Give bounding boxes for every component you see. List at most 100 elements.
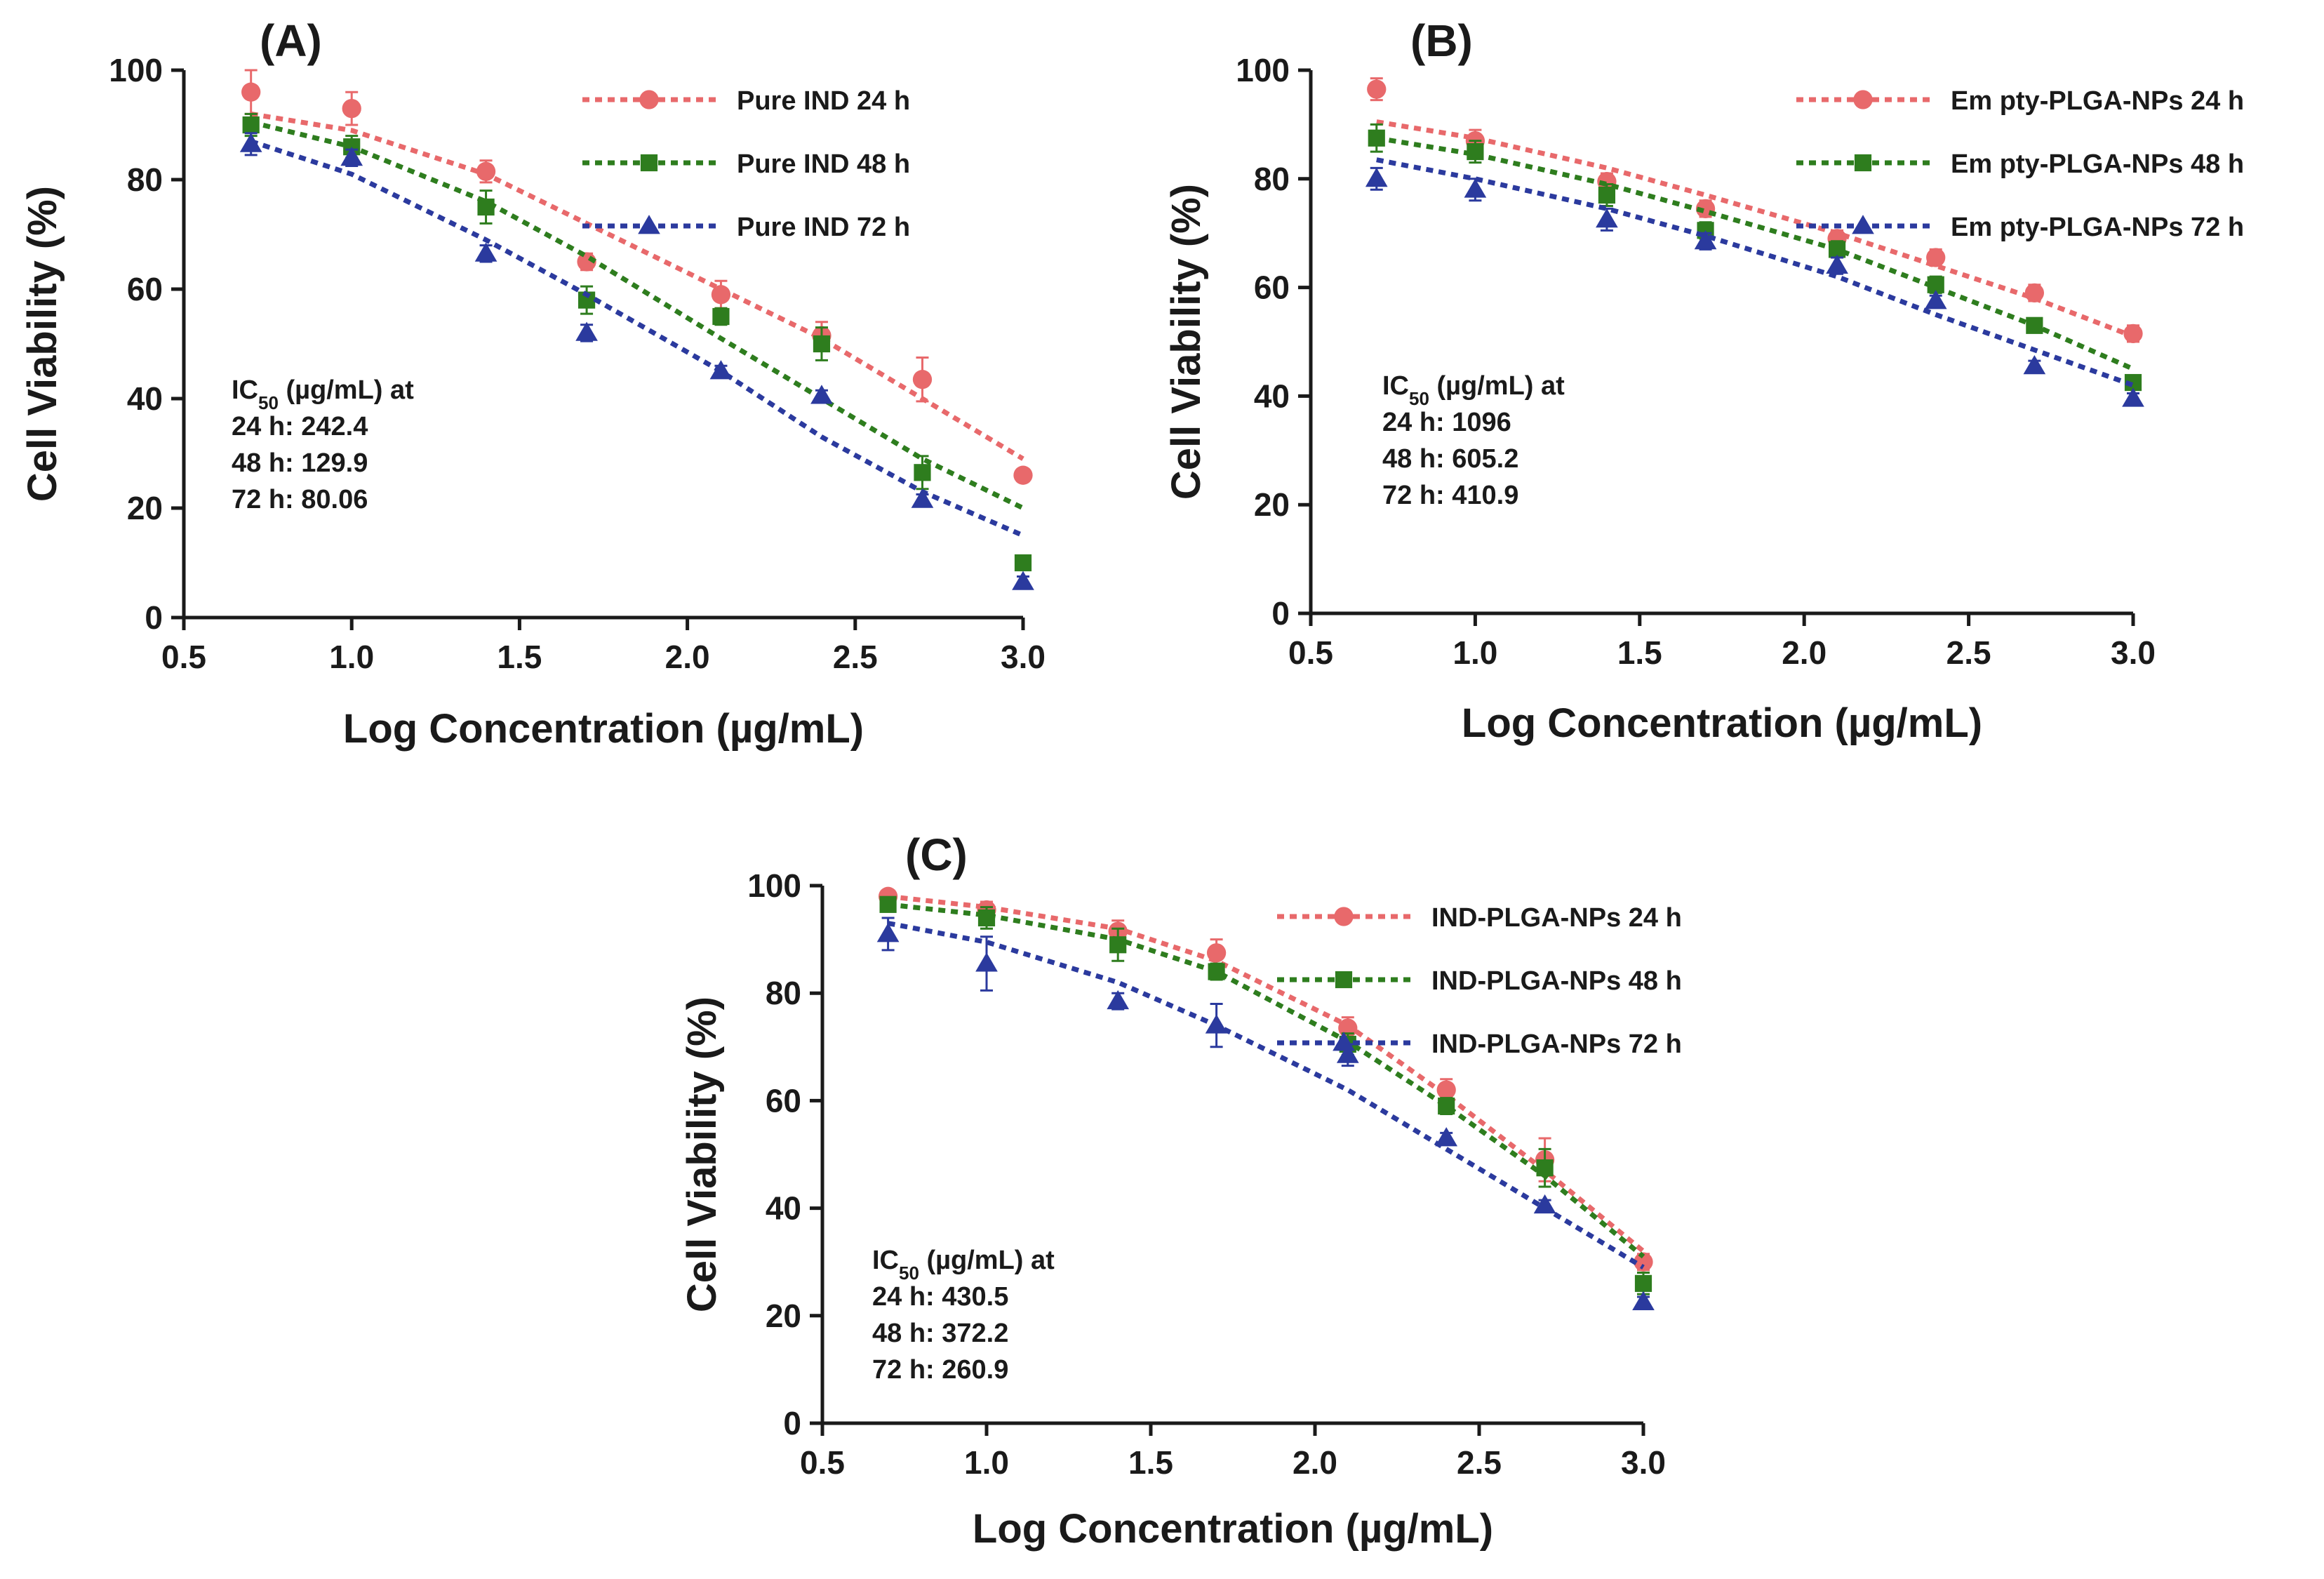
data-point: [1014, 554, 1032, 572]
legend-swatch-marker: [638, 215, 660, 234]
x-axis-title: Log Concentration (µg/mL): [1462, 700, 1982, 746]
ic50-line: 48 h: 372.2: [872, 1319, 1008, 1348]
data-point: [876, 923, 900, 942]
data-point: [712, 307, 730, 326]
legend: Em pty-PLGA-NPs 24 h Em pty-PLGA-NPs 48 h…: [1796, 86, 2244, 242]
y-tick-label: 0: [1271, 595, 1290, 632]
y-axis-title: Cell Viability (%): [20, 186, 65, 502]
y-tick-label: 100: [747, 867, 801, 904]
data-point: [1634, 1252, 1653, 1272]
x-tick-label: 1.5: [497, 639, 542, 675]
legend-label: IND-PLGA-NPs 24 h: [1431, 903, 1682, 933]
data-point: [1694, 229, 1717, 250]
fit-curve: [1376, 119, 2135, 339]
x-tick-label: 3.0: [1001, 639, 1046, 675]
x-tick-label: 3.0: [1621, 1444, 1666, 1481]
data-point: [1924, 290, 1947, 309]
fit-curve: [251, 111, 1024, 461]
y-tick-label: 40: [766, 1190, 801, 1227]
series-3: [876, 917, 1655, 1311]
legend-label: Em pty-PLGA-NPs 24 h: [1951, 86, 2244, 116]
legend-label: Pure IND 24 h: [737, 86, 910, 116]
ic50-line: 72 h: 260.9: [872, 1355, 1008, 1385]
data-point: [1634, 1274, 1652, 1292]
x-tick-label: 2.0: [1293, 1444, 1337, 1481]
data-point: [476, 161, 496, 181]
data-point: [1467, 143, 1484, 161]
data-point: [1368, 129, 1385, 147]
ic50-line: 48 h: 129.9: [232, 448, 368, 478]
data-point: [241, 82, 261, 102]
data-point: [340, 146, 363, 166]
ic50-title-rest: (µg/mL) at: [919, 1246, 1055, 1275]
panel-a: (A) 0 20 40 60 80 100 0.5 1.0 1.5 2.0 2.5 3.0 Log Con…: [20, 15, 1046, 752]
data-point: [711, 285, 731, 305]
legend-label: Em pty-PLGA-NPs 48 h: [1951, 149, 2244, 179]
ic50-title: IC50 (µg/mL) at: [872, 1246, 1055, 1284]
data-point: [1536, 1159, 1554, 1177]
data-point: [1208, 963, 1225, 980]
legend: Pure IND 24 h Pure IND 48 h Pure IND 72 h: [582, 86, 910, 242]
data-point: [975, 952, 998, 972]
data-point: [1013, 465, 1033, 485]
data-point: [2122, 387, 2144, 407]
ic50-line: 24 h: 430.5: [872, 1282, 1008, 1312]
data-point: [1012, 571, 1034, 590]
y-tick-label: 80: [766, 975, 801, 1011]
data-point: [1826, 254, 1848, 274]
legend-swatch-marker: [640, 154, 658, 172]
data-point: [912, 370, 933, 389]
legend-label: IND-PLGA-NPs 72 h: [1431, 1030, 1682, 1059]
data-point: [342, 98, 361, 119]
data-point: [1367, 79, 1387, 99]
x-tick-label: 0.5: [1288, 634, 1333, 671]
x-tick-label: 1.0: [1452, 634, 1497, 671]
legend-label: IND-PLGA-NPs 48 h: [1431, 966, 1682, 996]
panel-label: (A): [260, 15, 322, 66]
data-point: [1206, 943, 1227, 963]
ic50-line: 24 h: 242.4: [232, 412, 368, 441]
ic50-line: 24 h: 1096: [1382, 408, 1511, 437]
data-point: [1365, 167, 1388, 187]
data-point: [1533, 1194, 1556, 1214]
data-point: [1435, 1127, 1458, 1147]
y-tick-label: 100: [1236, 52, 1290, 88]
y-tick-label: 20: [1254, 486, 1290, 523]
series-2: [1368, 123, 2142, 392]
data-point: [2024, 283, 2045, 302]
x-tick-label: 2.5: [1457, 1444, 1502, 1481]
x-tick-label: 1.5: [1128, 1444, 1173, 1481]
y-axis-title: Cell Viability (%): [1163, 184, 1209, 500]
y-tick-label: 60: [127, 271, 163, 307]
legend-label: Pure IND 72 h: [737, 213, 910, 242]
panel-b: (B) 0 20 40 60 80 100 0.5 1.0 1.5 2.0 2.5 3.0 Log Con…: [1163, 15, 2244, 746]
data-point: [1436, 1080, 1456, 1100]
data-point: [1438, 1097, 1455, 1115]
ic50-title-main: IC: [872, 1246, 899, 1275]
ic50-title-rest: (µg/mL) at: [1429, 371, 1565, 401]
y-tick-label: 0: [145, 599, 163, 636]
fit-curve: [250, 119, 1024, 511]
data-point: [2026, 317, 2043, 334]
ic50-title-subscript: 50: [899, 1262, 919, 1284]
legend-swatch-marker: [1333, 1032, 1355, 1051]
y-tick-label: 20: [127, 490, 163, 526]
data-point: [1464, 178, 1487, 198]
data-point: [1205, 1014, 1228, 1034]
data-point: [1109, 936, 1127, 954]
data-point: [474, 242, 497, 262]
fit-curve: [887, 921, 1645, 1270]
x-tick-label: 2.5: [1946, 634, 1991, 671]
x-tick-label: 0.5: [161, 639, 206, 675]
legend-swatch-marker: [1853, 90, 1873, 109]
ic50-title: IC50 (µg/mL) at: [1382, 371, 1565, 409]
legend-swatch-marker: [1335, 971, 1353, 989]
data-point: [2123, 324, 2143, 344]
data-point: [1926, 248, 1946, 267]
legend-swatch-marker: [1334, 907, 1354, 926]
data-point: [709, 360, 733, 380]
y-tick-label: 80: [127, 161, 163, 198]
